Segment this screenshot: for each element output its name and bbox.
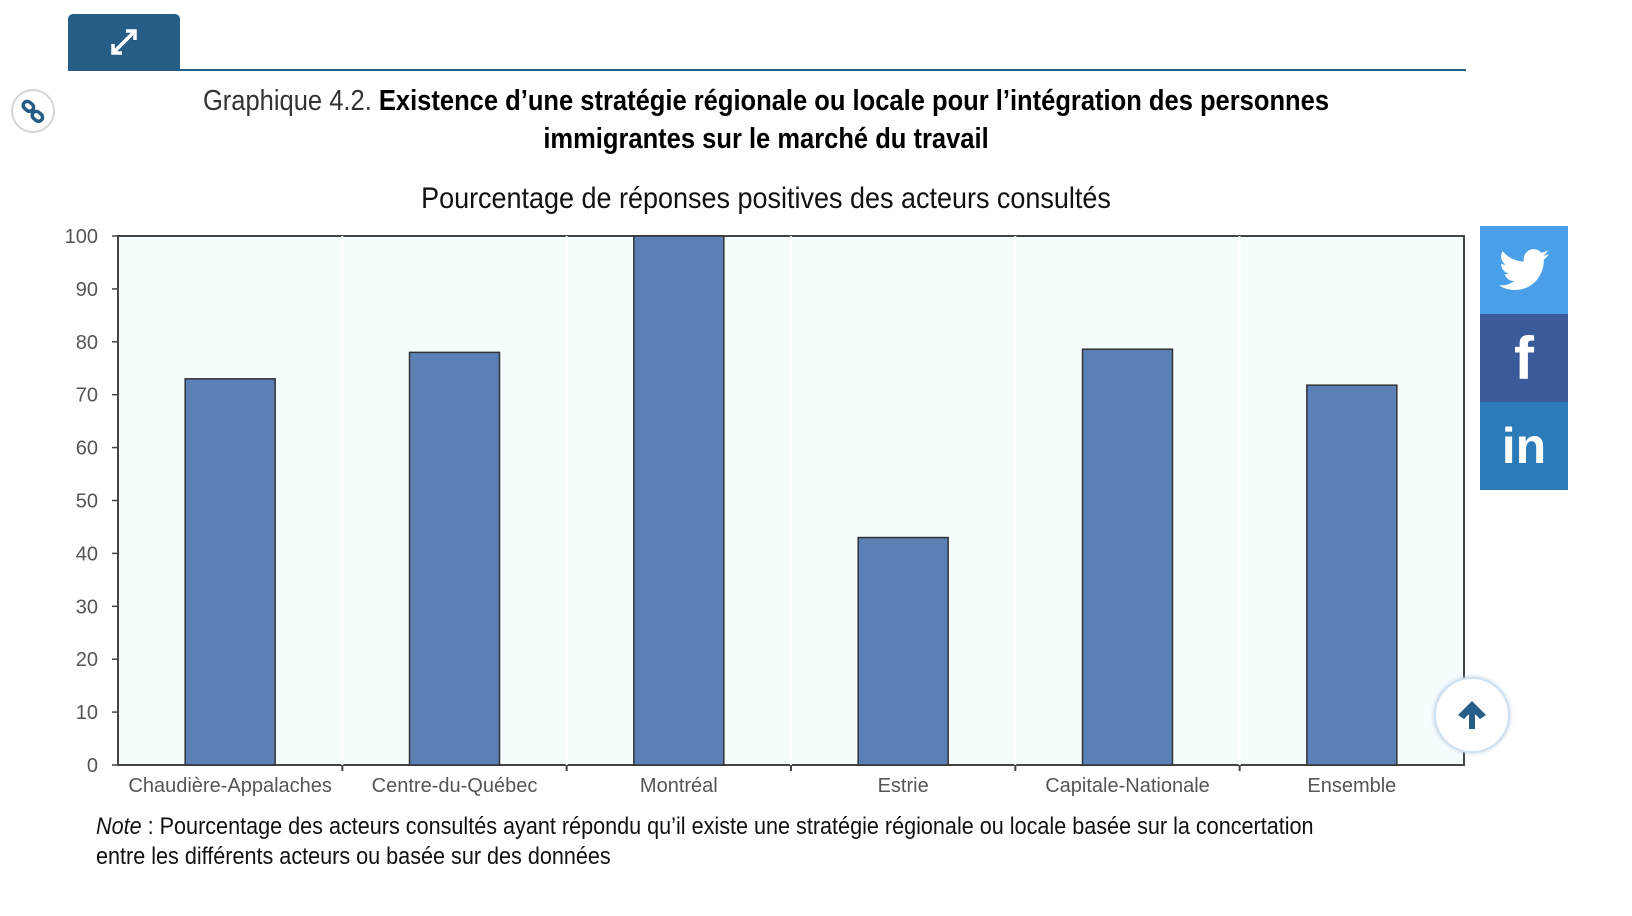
- facebook-icon: f: [1514, 324, 1534, 392]
- chart-subtitle: Pourcentage de réponses positives des ac…: [421, 182, 1111, 216]
- back-to-top-button[interactable]: [1434, 677, 1510, 753]
- y-tick-label: 100: [65, 226, 98, 248]
- twitter-icon: [1499, 249, 1549, 290]
- expand-button[interactable]: [68, 14, 180, 70]
- x-tick-label: Capitale-Nationale: [1045, 775, 1210, 797]
- x-tick-label: Ensemble: [1307, 775, 1396, 797]
- y-tick-label: 20: [76, 649, 98, 671]
- bar: [633, 235, 725, 766]
- link-icon: [21, 99, 45, 123]
- y-tick-label: 40: [76, 543, 98, 565]
- twitter-share-button[interactable]: [1480, 226, 1568, 314]
- y-tick-label: 80: [76, 332, 98, 354]
- x-tick-label: Estrie: [878, 775, 929, 797]
- y-tick-label: 70: [76, 385, 98, 407]
- x-tick-label: Chaudière-Appalaches: [128, 775, 331, 797]
- permalink-button[interactable]: [11, 89, 55, 133]
- arrow-up-icon: [1458, 701, 1486, 729]
- y-tick-label: 90: [76, 279, 98, 301]
- header-rule: [68, 69, 1466, 71]
- y-tick-label: 0: [87, 755, 98, 777]
- expand-icon: [111, 29, 137, 55]
- y-tick-label: 60: [76, 438, 98, 460]
- y-tick-label: 50: [76, 491, 98, 513]
- facebook-share-button[interactable]: f: [1480, 314, 1568, 402]
- x-tick-label: Montréal: [640, 775, 718, 797]
- chart-note: Note : Pourcentage des acteurs consultés…: [96, 813, 1314, 870]
- x-tick-label: Centre-du-Québec: [372, 775, 538, 797]
- bar: [1306, 384, 1398, 766]
- bar: [408, 351, 501, 766]
- chart-title: Graphique 4.2. Existence d’une stratégie…: [202, 85, 1330, 155]
- y-tick-label: 10: [76, 702, 98, 724]
- bar: [1081, 348, 1174, 766]
- bar: [857, 536, 949, 766]
- linkedin-share-button[interactable]: in: [1480, 402, 1568, 490]
- bar: [184, 378, 276, 766]
- linkedin-icon: in: [1501, 418, 1547, 474]
- y-tick-label: 30: [76, 596, 98, 618]
